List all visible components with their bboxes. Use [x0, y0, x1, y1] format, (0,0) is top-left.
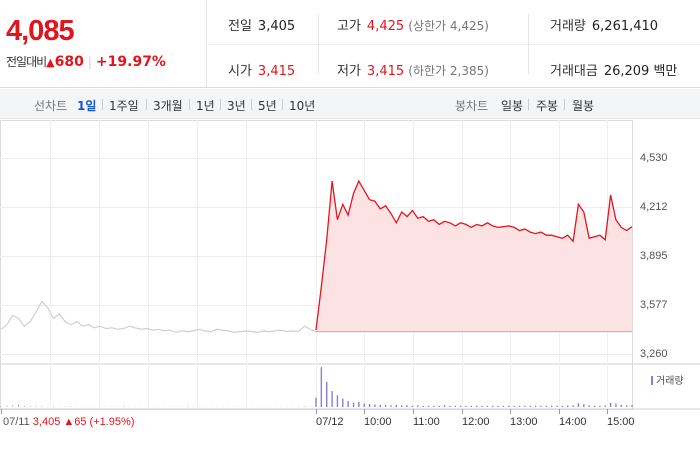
tab-divider [528, 99, 529, 110]
prev-close-label: 전일 [228, 19, 252, 34]
x-tick-label: 11:00 [413, 416, 440, 428]
tab-divider [189, 99, 190, 110]
low-value: 3,415 [366, 64, 405, 79]
y-tick-label: 4,530 [640, 152, 668, 164]
divider: | [87, 55, 92, 69]
stats-col-divider [528, 14, 529, 74]
stat-prev-close: 전일 3,405 [228, 15, 295, 34]
prev-day-line [0, 300, 317, 334]
lower-limit: (하한가 2,385) [408, 64, 489, 78]
tab-10year[interactable]: 10년 [289, 99, 316, 113]
x-tick-label: 07/12 [316, 416, 344, 428]
tab-daily-candle[interactable]: 일봉 [501, 99, 524, 113]
tab-1day[interactable]: 1일 [77, 99, 97, 113]
stat-high: 고가 4,425 (상한가 4,425) [337, 15, 489, 34]
tab-divider [251, 99, 252, 110]
prev-day-summary: 07/11 3,405 ▲65 (+1.95%) [3, 416, 134, 428]
candle-chart-label: 봉차트 [455, 99, 489, 113]
quote-panel: 4,085 전일대비▲680 | +19.97% 전일 3,405 시가 3,415 고… [0, 0, 700, 88]
tab-3month[interactable]: 3개월 [153, 99, 183, 113]
change-percent: +19.97% [95, 54, 166, 70]
stat-volume: 거래량 6,261,410 [550, 15, 658, 34]
prev-close-value: 3,405 [257, 19, 296, 34]
current-price: 4,085 [6, 15, 75, 47]
tab-divider [146, 99, 147, 110]
y-tick-label: 3,260 [640, 348, 668, 360]
stats-col-divider [318, 14, 319, 74]
y-tick-label: 4,212 [640, 201, 668, 213]
price-change: 전일대비▲680 | +19.97% [6, 53, 166, 70]
tab-weekly-candle[interactable]: 주봉 [536, 99, 559, 113]
tab-monthly-candle[interactable]: 월봉 [572, 99, 595, 113]
prev-day-date: 07/11 [3, 416, 30, 428]
volume-legend: 거래량 [651, 372, 684, 387]
chart-period-tabs: 선차트 1일 1주일 3개월 1년 3년 5년 10년 봉차트 일봉 주봉 월봉 [0, 89, 700, 119]
tab-5year[interactable]: 5년 [258, 99, 277, 113]
volume-swatch [651, 376, 653, 385]
price-chart-svg [0, 120, 700, 414]
x-tick-label: 10:00 [364, 416, 392, 428]
volume-legend-label: 거래량 [656, 376, 684, 387]
tab-divider [220, 99, 221, 110]
price-chart[interactable]: 4,530 4,212 3,895 3,577 3,260 거래량 07/11 … [0, 120, 700, 450]
x-tick-label: 15:00 [607, 416, 635, 428]
up-arrow-icon: ▲ [46, 56, 55, 69]
trade-value: 26,209 백만 [603, 64, 678, 79]
today-price-line [315, 179, 633, 331]
change-value: 680 [54, 54, 84, 70]
tab-1week[interactable]: 1주일 [109, 99, 139, 113]
stat-low: 저가 3,415 (하한가 2,385) [337, 60, 489, 79]
stats-row-divider [208, 44, 700, 45]
quote-stats: 전일 3,405 시가 3,415 고가 4,425 (상한가 4,425) 저가 3,… [208, 0, 700, 88]
trade-value-label: 거래대금 [550, 64, 598, 79]
volume-label: 거래량 [550, 19, 586, 34]
open-value: 3,415 [257, 64, 296, 79]
upper-limit: (상한가 4,425) [408, 19, 489, 33]
x-tick-label: 12:00 [462, 416, 490, 428]
tab-divider [564, 99, 565, 110]
x-tick-label: 13:00 [510, 416, 538, 428]
open-label: 시가 [228, 64, 252, 79]
high-value: 4,425 [366, 19, 405, 34]
today-area [316, 181, 632, 332]
volume-value: 6,261,410 [591, 19, 659, 34]
low-label: 저가 [337, 64, 361, 79]
high-label: 고가 [337, 19, 361, 34]
y-tick-label: 3,577 [640, 299, 668, 311]
stat-trade-value: 거래대금 26,209 백만 [550, 60, 677, 79]
change-label: 전일대비 [6, 55, 47, 69]
line-chart-label: 선차트 [34, 99, 68, 113]
tab-divider [282, 99, 283, 110]
stat-open: 시가 3,415 [228, 60, 295, 79]
y-tick-label: 3,895 [640, 250, 668, 262]
tab-3year[interactable]: 3년 [227, 99, 246, 113]
price-box: 4,085 전일대비▲680 | +19.97% [0, 0, 207, 88]
x-tick-label: 14:00 [559, 416, 587, 428]
tab-1year[interactable]: 1년 [196, 99, 215, 113]
tab-divider [102, 99, 103, 110]
prev-day-close: 3,405 ▲65 (+1.95%) [32, 416, 135, 428]
